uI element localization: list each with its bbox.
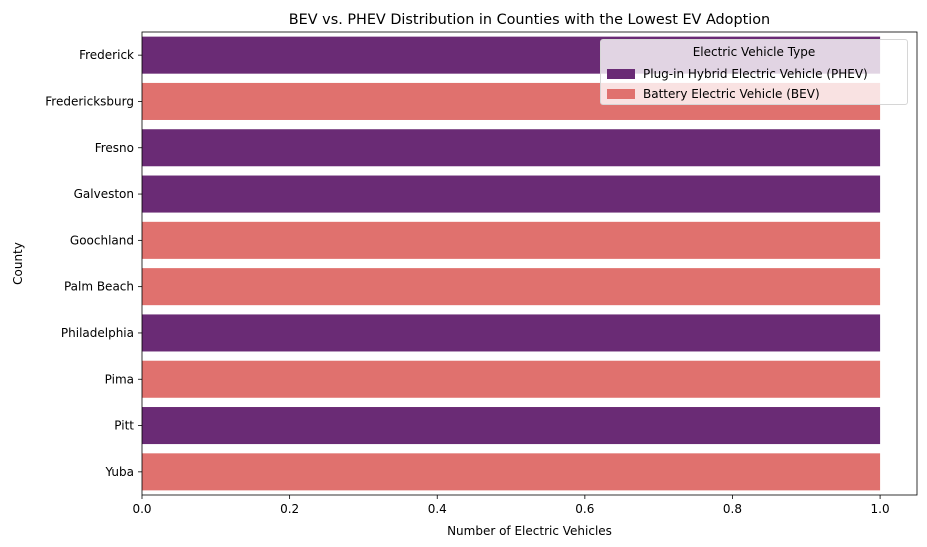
y-tick-label: Philadelphia [61, 326, 134, 340]
bar-philadelphia [142, 314, 881, 352]
legend-item-phev: Plug-in Hybrid Electric Vehicle (PHEV) [607, 66, 868, 82]
y-tick-label: Yuba [104, 465, 134, 479]
bars-group [142, 36, 881, 491]
x-axis-ticks: 0.0 0.2 0.4 0.6 0.8 1.0 [132, 495, 890, 516]
bar-pima [142, 360, 881, 398]
x-tick-label: 1.0 [871, 502, 890, 516]
legend-label-phev: Plug-in Hybrid Electric Vehicle (PHEV) [643, 67, 868, 81]
x-tick-label: 0.4 [428, 502, 447, 516]
y-axis-ticks: Frederick Fredericksburg Fresno Galveston Go… [45, 48, 142, 479]
x-axis-label: Number of Electric Vehicles [447, 524, 612, 538]
y-tick-label: Pima [105, 372, 134, 386]
y-tick-label: Pitt [114, 419, 134, 433]
x-tick-label: 0.8 [723, 502, 742, 516]
chart-title: BEV vs. PHEV Distribution in Counties wi… [289, 12, 770, 28]
bar-palm-beach [142, 268, 881, 306]
legend-item-bev: Battery Electric Vehicle (BEV) [607, 86, 820, 102]
y-tick-label: Galveston [74, 187, 134, 201]
plot-frame [141, 31, 918, 496]
legend: Electric Vehicle Type Plug-in Hybrid Ele… [600, 39, 908, 105]
y-tick-label: Fredericksburg [45, 94, 134, 108]
x-tick-label: 0.6 [575, 502, 594, 516]
x-tick-label: 0.0 [132, 502, 151, 516]
legend-swatch-bev [607, 89, 635, 99]
y-tick-label: Goochland [70, 233, 134, 247]
y-axis-label: County [11, 242, 25, 285]
y-tick-label: Frederick [79, 48, 134, 62]
y-tick-label: Palm Beach [64, 280, 134, 294]
bar-pitt [142, 407, 881, 445]
bar-goochland [142, 221, 881, 259]
legend-label-bev: Battery Electric Vehicle (BEV) [643, 87, 820, 101]
bar-yuba [142, 453, 881, 491]
bar-fresno [142, 129, 881, 167]
legend-title: Electric Vehicle Type [692, 45, 816, 59]
bar-galveston [142, 175, 881, 213]
y-tick-label: Fresno [95, 141, 134, 155]
legend-swatch-phev [607, 69, 635, 79]
x-tick-label: 0.2 [280, 502, 299, 516]
